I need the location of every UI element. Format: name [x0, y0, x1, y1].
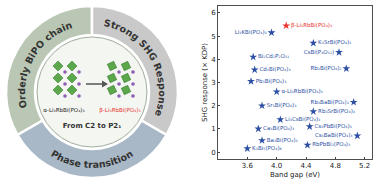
svg-text:1: 1: [211, 125, 215, 133]
svg-text:K₃SrBi(PO₄)₃: K₃SrBi(PO₄)₃: [318, 39, 351, 45]
svg-text:β-Li₃RbBi(PO₄)₃: β-Li₃RbBi(PO₄)₃: [291, 22, 332, 29]
svg-text:α-Li₃RbBi(PO₄)₃: α-Li₃RbBi(PO₄)₃: [43, 107, 84, 113]
svg-text:Cd₃Bi(PO₄)₃: Cd₃Bi(PO₄)₃: [259, 66, 290, 72]
svg-text:Ca₃Bi(PO₄)₃: Ca₃Bi(PO₄)₃: [263, 125, 294, 131]
svg-text:4: 4: [211, 56, 216, 64]
svg-text:Rb₃BaBi(PO₄)₃: Rb₃BaBi(PO₄)₃: [311, 99, 349, 105]
svg-text:Rb₃SrBi(PO₄)₃: Rb₃SrBi(PO₄)₃: [318, 108, 355, 114]
svg-text:Pb₃Bi(PO₄)₃: Pb₃Bi(PO₄)₃: [256, 78, 287, 84]
svg-text:4.8: 4.8: [330, 162, 341, 170]
svg-text:3.6: 3.6: [242, 162, 254, 170]
svg-text:6: 6: [211, 9, 216, 17]
svg-text:RbPbBi₂(PO₄)₃: RbPbBi₂(PO₄)₃: [312, 141, 350, 147]
svg-text:Bi₂Cd₂P₂O₁₁: Bi₂Cd₂P₂O₁₁: [258, 53, 289, 59]
svg-text:0: 0: [211, 149, 215, 157]
svg-text:Band gap (eV): Band gap (eV): [270, 171, 320, 179]
svg-text:β-Li₃RbBi(PO₄)₃: β-Li₃RbBi(PO₄)₃: [99, 107, 140, 114]
svg-text:Phase transition: Phase transition: [49, 148, 135, 170]
svg-text:From C2 to P2₁: From C2 to P2₁: [63, 122, 121, 130]
svg-text:Li₃CsBi(PO₄)₃: Li₃CsBi(PO₄)₃: [285, 116, 320, 122]
svg-text:SHG response (× KDP): SHG response (× KDP): [201, 43, 209, 122]
svg-text:Strong SHG Response: Strong SHG Response: [102, 17, 169, 118]
svg-text:3: 3: [211, 79, 215, 87]
svg-text:5: 5: [211, 33, 215, 41]
svg-text:Ba₃Bi(PO₄)₃: Ba₃Bi(PO₄)₃: [267, 137, 298, 143]
svg-text:4.0: 4.0: [271, 162, 282, 170]
svg-text:Rb₃Bi(PO₄)₂: Rb₃Bi(PO₄)₂: [310, 65, 341, 71]
svg-text:α-Li₃RbBi(PO₄)₃: α-Li₃RbBi(PO₄)₃: [281, 88, 322, 94]
svg-text:Orderly BiPO chain: Orderly BiPO chain: [16, 19, 74, 110]
svg-text:5.2: 5.2: [359, 162, 370, 170]
svg-text:2: 2: [211, 102, 215, 110]
svg-text:CsBi(P₄O₁₂): CsBi(P₄O₁₂): [304, 49, 335, 55]
svg-text:K₃Bi₅(PO₄)₆: K₃Bi₅(PO₄)₆: [252, 145, 282, 151]
svg-text:Li₃KBi(PO₄)₃: Li₃KBi(PO₄)₃: [235, 29, 267, 35]
svg-text:Cs₃BaBi(PO₄)₃: Cs₃BaBi(PO₄)₃: [315, 132, 353, 138]
svg-text:4.4: 4.4: [300, 162, 312, 170]
svg-text:Sr₃Bi(PO₄)₃: Sr₃Bi(PO₄)₃: [267, 102, 297, 108]
svg-text:Cs₃PbBi(PO₄)₃: Cs₃PbBi(PO₄)₃: [314, 123, 351, 129]
